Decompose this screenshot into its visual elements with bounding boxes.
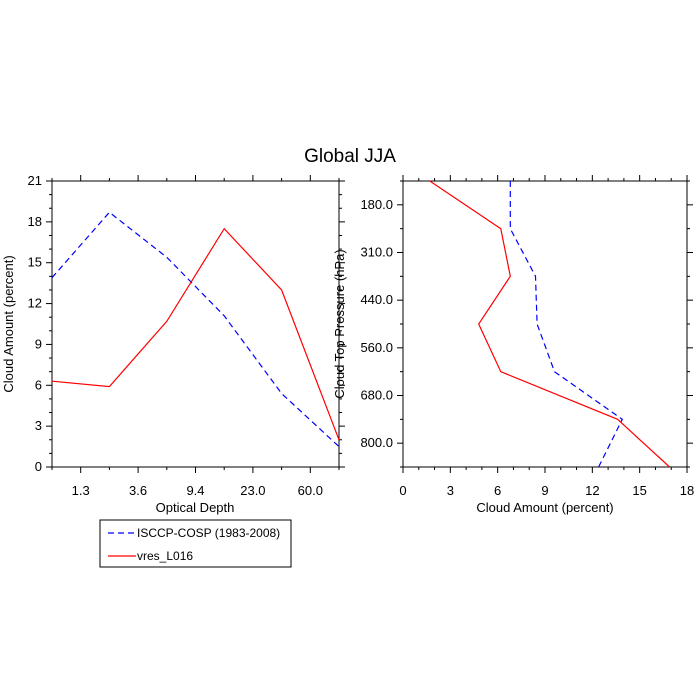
left-x-tick-label: 3.6 <box>129 483 147 498</box>
chart-title: Global JJA <box>304 146 396 167</box>
legend: ISCCP-COSP (1983-2008) vres_L016 <box>99 519 292 568</box>
left-series-line-0 <box>51 211 340 448</box>
left-y-tick-label: 15 <box>28 255 42 270</box>
left-x-tick-label: 60.0 <box>298 483 323 498</box>
right-x-tick-label: 9 <box>541 483 548 498</box>
right-y-tick-label: 680.0 <box>360 388 393 403</box>
right-y-tick-label: 180.0 <box>360 197 393 212</box>
right-x-axis-label: Cloud Amount (percent) <box>476 500 613 515</box>
left-series <box>51 211 340 448</box>
left-plot-frame <box>51 180 340 468</box>
right-series-line-0 <box>509 181 624 468</box>
right-y-tick-label: 560.0 <box>360 340 393 355</box>
legend-label-isccp: ISCCP-COSP (1983-2008) <box>137 526 280 540</box>
left-y-tick-label: 0 <box>35 459 42 474</box>
optical-depth-panel: 0 3 6 9 12 15 18 21 1.3 3.6 9.4 23.0 60.0 Optical De… <box>1 173 345 515</box>
left-y-tick-label: 12 <box>28 296 42 311</box>
left-y-tick-label: 3 <box>35 418 42 433</box>
left-y-tick-label: 21 <box>28 173 42 188</box>
left-y-tick-label: 9 <box>35 336 42 351</box>
legend-label-vres: vres_L016 <box>137 549 193 563</box>
left-x-tick-label: 23.0 <box>240 483 265 498</box>
right-y-tick-label: 310.0 <box>360 245 393 260</box>
right-series-line-1 <box>429 180 671 468</box>
right-y-axis-label: Cloud Top Pressure (hPa) <box>332 249 347 398</box>
pressure-panel: 0 3 6 9 12 15 18 180.0 310.0 440.0 560.0 680.0 800.0… <box>332 175 694 515</box>
right-x-tick-label: 12 <box>585 483 599 498</box>
right-x-tick-label: 6 <box>494 483 501 498</box>
left-x-tick-label: 1.3 <box>72 483 90 498</box>
right-x-tick-label: 15 <box>632 483 646 498</box>
left-y-tick-label: 18 <box>28 214 42 229</box>
right-x-tick-label: 3 <box>447 483 454 498</box>
left-y-tick-label: 6 <box>35 377 42 392</box>
right-ticks: 0 3 6 9 12 15 18 180.0 310.0 440.0 560.0 680.0 800.0 <box>360 175 694 498</box>
right-y-tick-label: 800.0 <box>360 435 393 450</box>
legend-box <box>99 519 292 568</box>
right-y-tick-label: 440.0 <box>360 292 393 307</box>
right-x-tick-label: 18 <box>680 483 694 498</box>
right-x-tick-label: 0 <box>399 483 406 498</box>
left-x-axis-label: Optical Depth <box>156 500 235 515</box>
left-x-tick-label: 9.4 <box>186 483 204 498</box>
right-series <box>429 180 671 468</box>
left-y-axis-label: Cloud Amount (percent) <box>1 255 16 392</box>
left-ticks: 0 3 6 9 12 15 18 21 1.3 3.6 9.4 23.0 60.0 <box>28 173 345 498</box>
right-plot-frame <box>402 180 688 468</box>
left-series-line-1 <box>51 227 340 441</box>
